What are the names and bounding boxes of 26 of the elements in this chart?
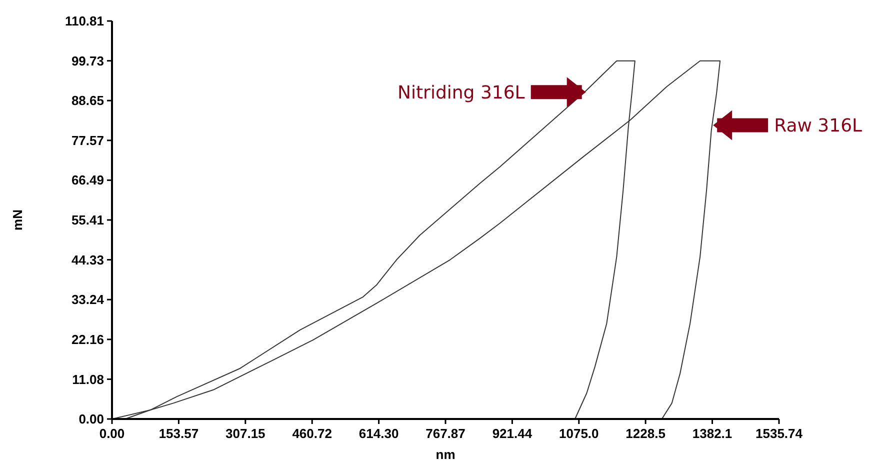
y-tick-label: 33.24: [71, 292, 105, 308]
x-tick-label: 767.87: [426, 426, 466, 441]
y-tick-label: 66.49: [71, 172, 104, 188]
x-axis-title: nm: [436, 447, 456, 462]
x-tick-label: 1228.5: [626, 426, 666, 441]
y-tick-label: 0.00: [78, 412, 104, 427]
x-tick-label: 307.15: [226, 426, 266, 441]
y-tick-label: 88.65: [71, 93, 104, 108]
x-tick-label: 614.30: [358, 426, 399, 441]
x-tick-label: 1535.74: [756, 426, 804, 441]
x-tick-label: 460.72: [292, 426, 332, 441]
x-tick-label: 153.57: [158, 426, 199, 441]
y-tick-label: 110.81: [64, 14, 104, 29]
x-tick-label: 0.00: [99, 426, 125, 441]
y-tick-label: 99.73: [71, 53, 104, 68]
y-tick-label: 55.41: [71, 212, 104, 228]
y-axis-title: mN: [10, 210, 25, 230]
x-tick-label: 1075.0: [559, 426, 599, 441]
x-tick-label: 1382.1: [692, 426, 732, 441]
y-tick-label: 44.33: [71, 252, 104, 268]
x-tick-label: 921.44: [492, 426, 533, 441]
annotation: Raw 316L: [774, 115, 862, 136]
annotation: Nitriding 316L: [398, 82, 525, 104]
y-tick-label: 77.57: [71, 132, 104, 148]
y-tick-label: 22.16: [71, 332, 104, 347]
y-tick-label: 11.08: [72, 372, 104, 387]
